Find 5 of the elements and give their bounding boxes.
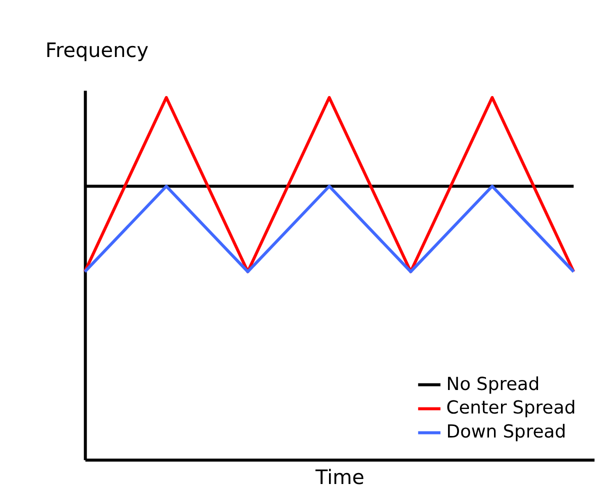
x-axis-title: Time xyxy=(314,465,364,490)
legend-label: Down Spread xyxy=(446,422,566,443)
y-axis-title: Frequency xyxy=(45,38,149,62)
legend-label: No Spread xyxy=(446,374,540,395)
legend-label: Center Spread xyxy=(446,398,576,419)
